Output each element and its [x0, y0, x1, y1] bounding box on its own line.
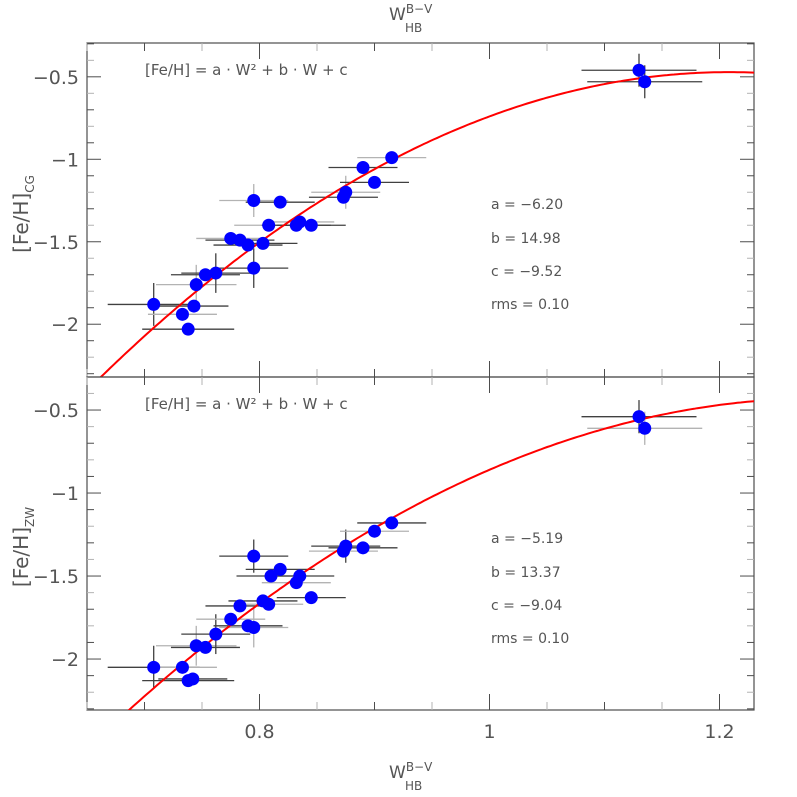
data-point — [247, 194, 261, 208]
data-point — [247, 261, 261, 275]
bottom-panel: −0.5 −1 −1.5 −2 0.8 1 1.2 [Fe/H] = a · W² + b ·… — [33, 376, 755, 743]
bottom-x-axis-label: WB−V — [389, 760, 433, 783]
equation-label: [Fe/H] = a · W² + b · W + c — [145, 395, 348, 413]
data-point — [198, 640, 212, 654]
data-point — [175, 660, 189, 674]
y-tick-label: −0.5 — [33, 67, 79, 89]
data-point — [385, 516, 399, 530]
fit-curve — [127, 400, 754, 710]
x-tick-label: 0.8 — [244, 721, 274, 743]
y-tick-label: −2 — [51, 649, 79, 671]
y-tick-label: −0.5 — [33, 400, 79, 422]
data-point — [262, 597, 276, 611]
fit-parameter-label: a = −6.20 — [491, 197, 563, 213]
top-y-axis-label: [Fe/H]CG — [9, 175, 37, 253]
data-point — [233, 599, 247, 613]
fit-parameter-label: b = 14.98 — [491, 231, 561, 247]
fit-curve — [99, 71, 754, 377]
data-point — [262, 218, 276, 232]
y-tick-label: −1.5 — [33, 232, 79, 254]
data-point — [368, 524, 381, 538]
fit-parameter-label: rms = 0.10 — [491, 631, 569, 647]
bottom-x-axis-label-sub: HB — [405, 779, 422, 793]
data-point — [356, 161, 370, 175]
y-tick-label: −2 — [51, 314, 79, 336]
data-point — [181, 322, 195, 336]
data-point — [175, 307, 189, 321]
x-tick-label: 1.2 — [704, 721, 734, 743]
fit-parameter-label: a = −5.19 — [491, 531, 563, 547]
data-point — [147, 660, 161, 674]
data-point — [339, 185, 353, 199]
top-x-axis-label: WB−V — [389, 2, 433, 25]
data-point — [256, 236, 270, 250]
data-point — [187, 299, 201, 313]
x-tick-label: 1 — [483, 721, 495, 743]
top-panel: −0.5 −1 −1.5 −2 [Fe/H] = a · W² + b · W + c a… — [33, 42, 755, 378]
equation-label: [Fe/H] = a · W² + b · W + c — [145, 61, 348, 79]
bottom-y-axis-label: [Fe/H]ZW — [9, 507, 37, 587]
data-point — [209, 627, 223, 641]
data-point — [186, 672, 200, 686]
y-tick-label: −1 — [51, 149, 79, 171]
data-point — [273, 562, 287, 576]
data-point — [264, 569, 278, 583]
fit-parameter-label: b = 13.37 — [491, 565, 561, 581]
data-point — [147, 297, 161, 311]
y-tick-label: −1.5 — [33, 566, 79, 588]
data-point — [304, 591, 318, 605]
svg-text:[Fe/H]CG: [Fe/H]CG — [9, 175, 37, 253]
data-point — [632, 410, 646, 424]
data-point — [293, 569, 307, 583]
y-tick-label: −1 — [51, 483, 79, 505]
data-point — [293, 215, 307, 229]
data-point — [356, 541, 370, 555]
data-point — [339, 539, 353, 553]
data-point — [368, 175, 381, 189]
data-point — [247, 620, 261, 634]
data-point — [189, 278, 203, 292]
data-point — [632, 63, 646, 77]
data-point — [638, 421, 652, 435]
data-point — [198, 268, 212, 282]
data-point — [241, 238, 255, 252]
data-point — [273, 195, 287, 209]
top-x-axis-label-sub: HB — [405, 21, 422, 35]
svg-text:[Fe/H]ZW: [Fe/H]ZW — [9, 507, 37, 587]
fit-parameter-label: c = −9.52 — [491, 264, 562, 280]
data-point — [304, 218, 318, 232]
fit-parameter-label: c = −9.04 — [491, 598, 562, 614]
data-point — [385, 151, 399, 165]
data-point — [247, 549, 261, 563]
fit-parameter-label: rms = 0.10 — [491, 297, 569, 313]
plot-frame — [86, 376, 755, 711]
data-point — [224, 612, 238, 626]
data-point — [209, 266, 223, 280]
data-point — [638, 75, 652, 89]
